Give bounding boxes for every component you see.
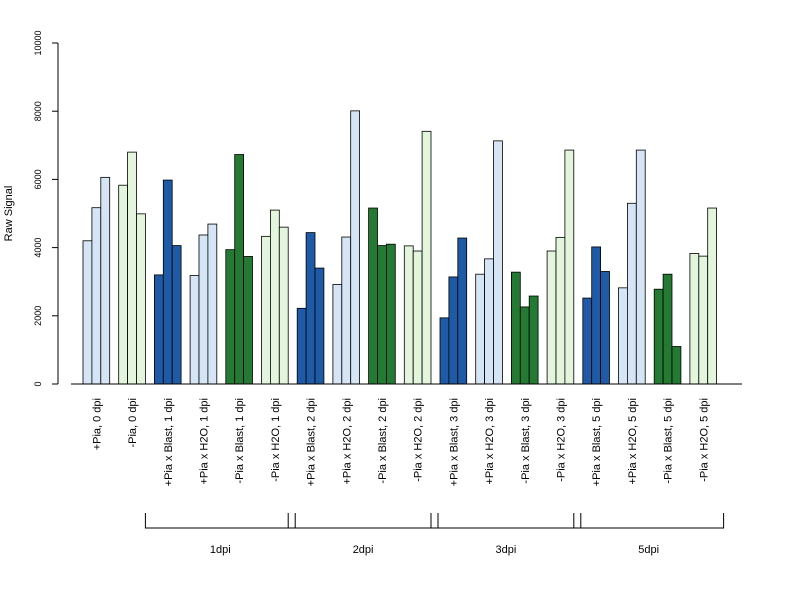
category-label: -Pia x H2O, 3 dpi: [555, 398, 567, 482]
bar: [189, 275, 200, 385]
group-label: 3dpi: [496, 544, 517, 556]
bar: [457, 237, 468, 385]
bar: [341, 236, 352, 385]
bar: [493, 140, 503, 385]
bar: [162, 179, 173, 385]
bar: [100, 176, 111, 385]
bar: [350, 110, 361, 385]
bar: [403, 245, 414, 385]
bar: [475, 273, 486, 385]
bar: [519, 306, 530, 385]
group-bracket: [573, 513, 725, 529]
bar: [564, 149, 575, 385]
bar: [261, 235, 271, 385]
y-tick-label: 6000: [33, 169, 43, 189]
bar: [278, 226, 289, 385]
bar: [412, 250, 423, 385]
y-tick-label: 4000: [33, 238, 43, 258]
bar: [385, 243, 396, 385]
bar: [118, 184, 128, 385]
bar: [627, 202, 637, 385]
bar: [635, 149, 646, 385]
bar: [707, 207, 718, 385]
bar: [127, 151, 137, 385]
bar: [198, 234, 209, 385]
bar: [510, 271, 521, 385]
bar: [171, 245, 182, 385]
bar: [439, 317, 450, 385]
group-label: 5dpi: [638, 544, 659, 556]
y-tick-label: 8000: [33, 101, 43, 121]
bar: [528, 295, 539, 385]
bar: [136, 213, 146, 385]
category-labels: +Pia, 0 dpi -Pia, 0 dpi +Pia x Blast, 1 dp…: [91, 398, 710, 486]
group-bracket: [430, 513, 582, 529]
bars: [82, 110, 718, 385]
bar: [582, 297, 593, 385]
bar: [305, 232, 316, 385]
bar: [591, 246, 602, 385]
bar: [689, 252, 700, 385]
category-label: -Pia, 0 dpi: [127, 398, 139, 448]
bar: [671, 346, 682, 385]
bar: [421, 130, 432, 385]
bar: [207, 223, 218, 385]
y-tick-label: 10000: [33, 30, 43, 55]
y-tick-label: 0: [33, 381, 43, 386]
bar: [377, 245, 387, 385]
y-axis-label: Raw Signal: [3, 186, 15, 242]
category-label: -Pia x Blast, 1 dpi: [234, 398, 246, 484]
category-label: +Pia x H2O, 5 dpi: [627, 398, 639, 485]
bar: [296, 307, 307, 385]
category-label: +Pia x Blast, 5 dpi: [591, 398, 603, 486]
category-label: +Pia x Blast, 3 dpi: [448, 398, 460, 486]
category-label: +Pia x Blast, 1 dpi: [163, 398, 175, 486]
group-label: 1dpi: [210, 544, 231, 556]
bar: [153, 274, 164, 385]
y-axis: 0 2000 4000 6000 8000 10000: [33, 30, 59, 387]
bar: [269, 209, 280, 385]
bar: [448, 276, 459, 385]
bar: [698, 255, 709, 385]
group-label: 2dpi: [353, 544, 374, 556]
bar: [555, 236, 566, 385]
group-bracket: [144, 513, 296, 529]
category-label: +Pia, 0 dpi: [91, 398, 103, 450]
category-label: +Pia x H2O, 2 dpi: [341, 398, 353, 485]
bar: [82, 240, 93, 385]
bar: [225, 249, 236, 385]
category-label: +Pia x H2O, 3 dpi: [484, 398, 496, 485]
category-label: -Pia x H2O, 1 dpi: [270, 398, 282, 482]
bar: [484, 258, 494, 385]
y-tick-label: 2000: [33, 306, 43, 326]
bar: [91, 207, 102, 385]
bar: [332, 284, 343, 385]
dpi-group-brackets: 1dpi 2dpi 3dpi 5dpi: [144, 513, 725, 556]
category-label: +Pia x H2O, 1 dpi: [198, 398, 210, 485]
bar: [653, 288, 664, 385]
category-label: +Pia x Blast, 2 dpi: [306, 398, 318, 486]
group-bracket: [287, 513, 439, 529]
category-label: -Pia x H2O, 5 dpi: [698, 398, 710, 482]
bar: [234, 154, 244, 385]
bar: [662, 273, 673, 385]
category-label: -Pia x Blast, 3 dpi: [520, 398, 532, 484]
bar: [618, 287, 628, 385]
category-label: -Pia x Blast, 5 dpi: [663, 398, 675, 484]
bar: [600, 271, 610, 385]
bar: [368, 207, 378, 385]
bar: [243, 256, 253, 385]
bar: [546, 250, 557, 385]
category-label: -Pia x Blast, 2 dpi: [377, 398, 389, 484]
category-label: -Pia x H2O, 2 dpi: [413, 398, 425, 482]
bar: [314, 267, 325, 385]
